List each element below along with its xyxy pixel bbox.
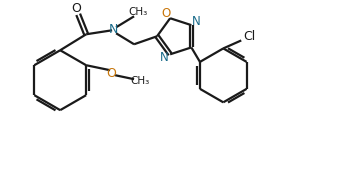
Text: O: O [161,7,171,20]
Text: CH₃: CH₃ [128,7,148,17]
Text: O: O [71,2,81,15]
Text: N: N [108,23,118,36]
Text: N: N [160,51,168,64]
Text: O: O [106,67,116,80]
Text: Cl: Cl [243,30,255,43]
Text: N: N [192,15,201,28]
Text: CH₃: CH₃ [131,76,150,86]
